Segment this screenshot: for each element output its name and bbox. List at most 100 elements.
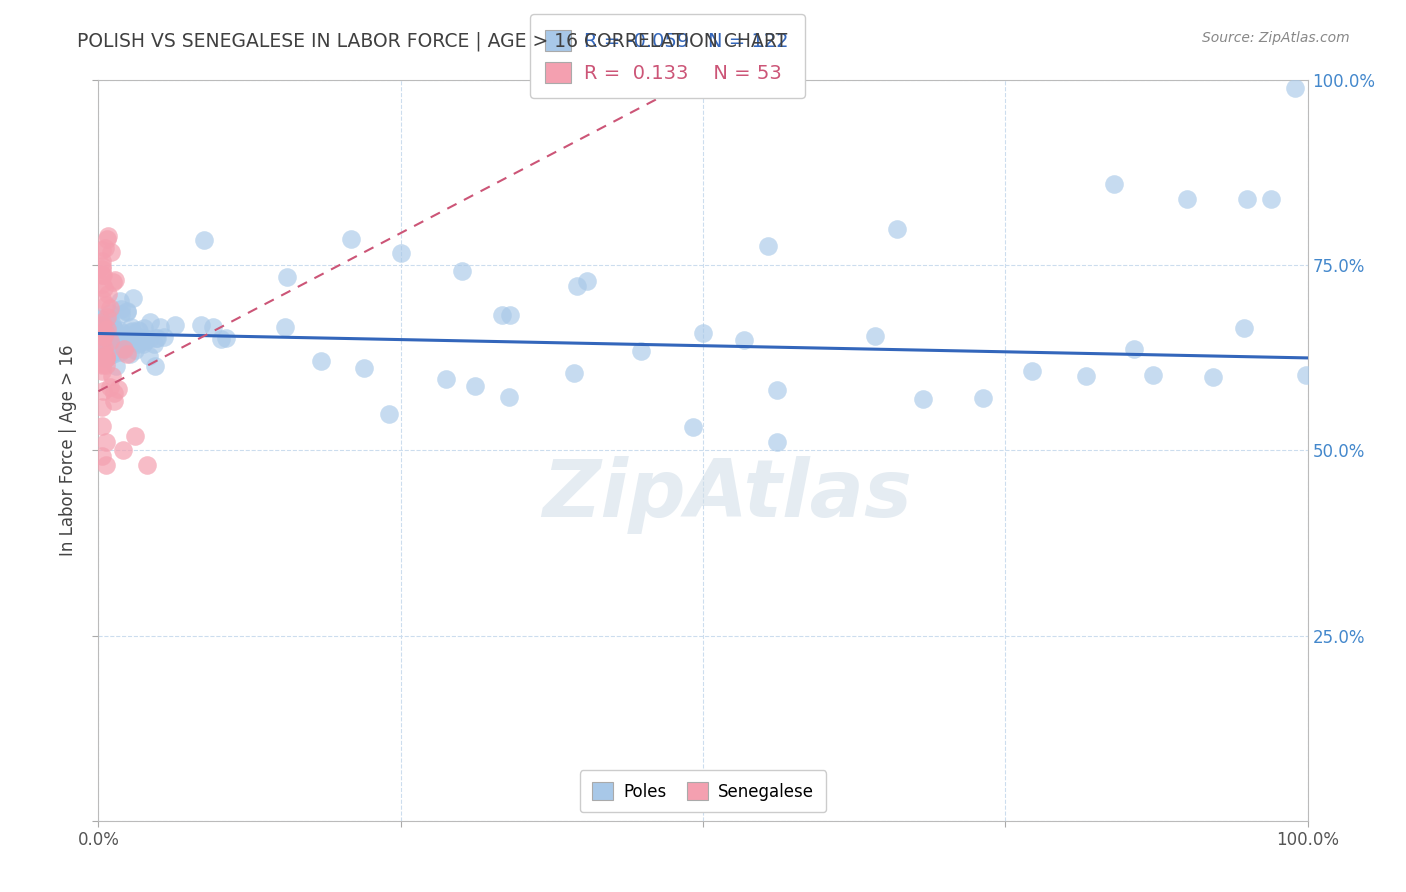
- Point: [115, 304, 138, 318]
- Point: [91, 277, 114, 292]
- Point: [96, 232, 118, 246]
- Point: [117, 305, 139, 319]
- Point: [120, 320, 142, 334]
- Point: [1233, 321, 1256, 335]
- Point: [97, 315, 120, 329]
- Point: [91, 344, 114, 359]
- Point: [91, 334, 114, 349]
- Point: [100, 326, 122, 340]
- Point: [145, 331, 167, 345]
- Point: [98, 306, 121, 320]
- Text: Source: ZipAtlas.com: Source: ZipAtlas.com: [1202, 31, 1350, 45]
- Point: [112, 342, 135, 356]
- Point: [1175, 192, 1198, 206]
- Point: [353, 360, 375, 375]
- Point: [567, 279, 589, 293]
- Point: [389, 246, 412, 260]
- Point: [491, 308, 513, 322]
- Point: [96, 321, 118, 335]
- Point: [912, 392, 935, 406]
- Point: [111, 443, 134, 458]
- Point: [91, 293, 114, 307]
- Point: [103, 386, 125, 401]
- Point: [146, 331, 169, 345]
- Point: [101, 317, 124, 331]
- Point: [98, 331, 121, 345]
- Point: [190, 318, 212, 333]
- Point: [209, 332, 232, 346]
- Text: ZipAtlas: ZipAtlas: [543, 456, 912, 534]
- Point: [340, 232, 363, 246]
- Point: [128, 329, 150, 343]
- Point: [214, 330, 236, 344]
- Point: [91, 364, 114, 378]
- Point: [765, 435, 787, 450]
- Y-axis label: In Labor Force | Age > 16: In Labor Force | Age > 16: [59, 344, 77, 557]
- Point: [103, 343, 125, 358]
- Point: [1102, 177, 1125, 191]
- Point: [96, 287, 118, 301]
- Point: [104, 327, 127, 342]
- Point: [143, 337, 166, 351]
- Point: [108, 293, 131, 308]
- Point: [498, 391, 520, 405]
- Point: [96, 298, 118, 312]
- Point: [100, 244, 122, 259]
- Point: [100, 343, 122, 358]
- Point: [91, 243, 114, 257]
- Point: [163, 318, 186, 333]
- Point: [107, 382, 129, 396]
- Point: [1260, 192, 1282, 206]
- Point: [89, 328, 111, 343]
- Point: [94, 339, 117, 353]
- Point: [138, 349, 160, 363]
- Point: [96, 359, 118, 373]
- Point: [91, 268, 114, 282]
- Point: [108, 337, 131, 351]
- Point: [91, 418, 114, 433]
- Point: [94, 242, 117, 256]
- Point: [143, 359, 166, 374]
- Point: [153, 330, 176, 344]
- Text: POLISH VS SENEGALESE IN LABOR FORCE | AGE > 16 CORRELATION CHART: POLISH VS SENEGALESE IN LABOR FORCE | AG…: [77, 31, 787, 51]
- Point: [134, 331, 156, 345]
- Point: [94, 351, 117, 365]
- Point: [89, 310, 111, 325]
- Point: [1122, 343, 1144, 357]
- Point: [464, 379, 486, 393]
- Point: [96, 310, 118, 324]
- Point: [90, 347, 112, 361]
- Point: [104, 326, 127, 340]
- Point: [115, 347, 138, 361]
- Point: [101, 275, 124, 289]
- Point: [98, 348, 121, 362]
- Point: [91, 357, 114, 371]
- Point: [103, 322, 125, 336]
- Point: [127, 336, 149, 351]
- Point: [1074, 368, 1097, 383]
- Point: [128, 324, 150, 338]
- Point: [91, 318, 114, 332]
- Point: [89, 325, 111, 339]
- Point: [91, 325, 114, 339]
- Point: [89, 313, 111, 327]
- Point: [193, 233, 215, 247]
- Point: [104, 273, 127, 287]
- Point: [111, 329, 134, 343]
- Point: [91, 449, 114, 463]
- Point: [149, 320, 172, 334]
- Point: [94, 351, 117, 366]
- Point: [135, 458, 157, 473]
- Point: [1236, 192, 1258, 206]
- Point: [118, 346, 141, 360]
- Point: [100, 329, 122, 343]
- Point: [276, 270, 298, 285]
- Point: [972, 391, 994, 405]
- Point: [201, 320, 224, 334]
- Point: [108, 323, 131, 337]
- Point: [108, 338, 131, 352]
- Point: [89, 339, 111, 353]
- Point: [101, 369, 124, 384]
- Point: [108, 344, 131, 359]
- Point: [96, 458, 118, 473]
